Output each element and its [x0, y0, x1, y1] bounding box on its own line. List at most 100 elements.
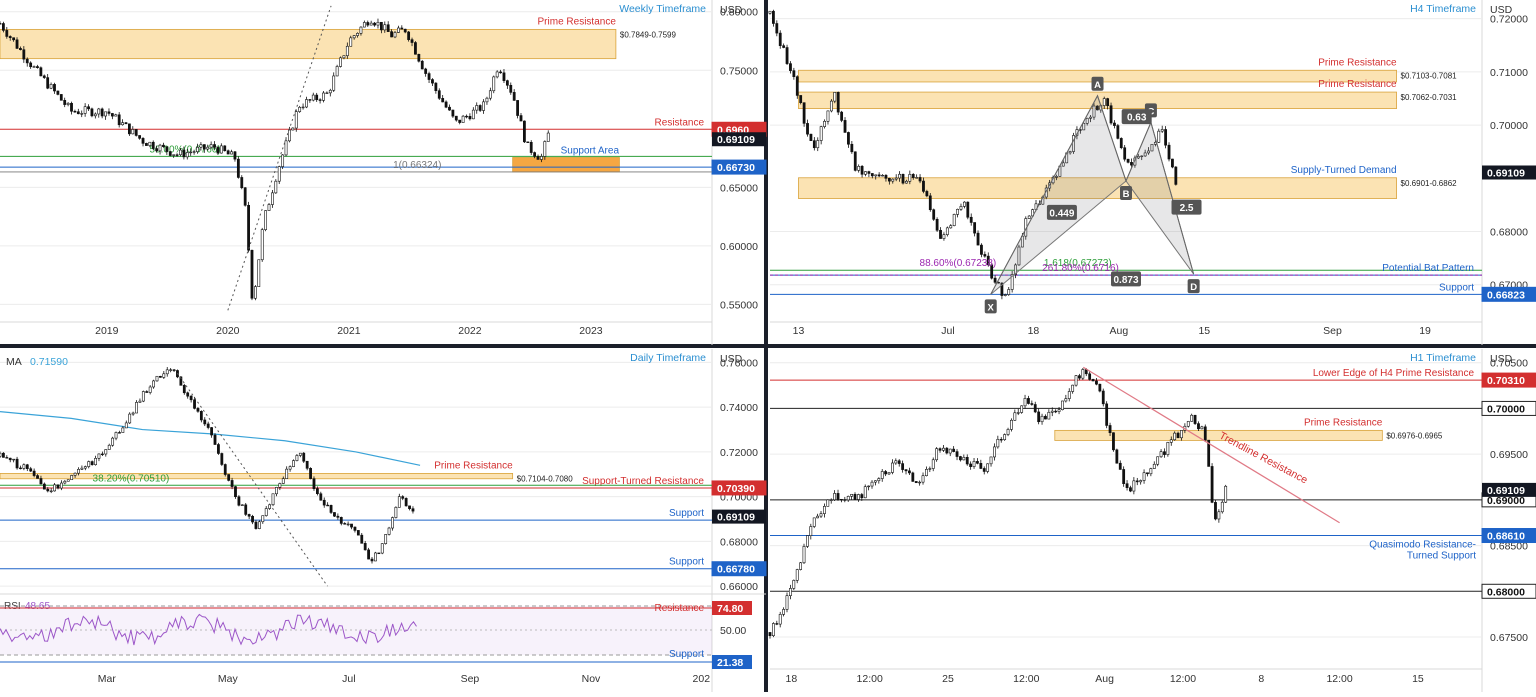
- candle-body: [134, 129, 138, 136]
- candle-body: [843, 499, 847, 501]
- candle-body: [877, 478, 881, 482]
- candle-body: [253, 286, 257, 299]
- candle-body: [257, 259, 261, 287]
- candle-body: [292, 460, 295, 467]
- candle-body: [942, 234, 946, 239]
- zone-range-label: $0.6976-0.6965: [1386, 431, 1443, 440]
- zone-label: Supply-Turned Demand: [1291, 165, 1397, 176]
- candle-body: [921, 475, 925, 483]
- candle-body: [267, 204, 271, 211]
- candle-body: [42, 483, 46, 490]
- candle-body: [962, 201, 966, 207]
- level-label: Resistance: [655, 117, 705, 128]
- candle-body: [1180, 430, 1183, 439]
- candle-body: [799, 95, 803, 103]
- currency-label: USD: [1490, 4, 1513, 16]
- rsi-level-badge-text: 74.80: [717, 603, 743, 615]
- candle-body: [1130, 162, 1133, 166]
- candle-body: [999, 438, 1003, 441]
- candle-body: [843, 120, 847, 133]
- candle-body: [833, 493, 837, 501]
- candle-body: [384, 534, 388, 544]
- candle-body: [928, 468, 932, 470]
- candle-body: [986, 463, 990, 472]
- candle-body: [874, 480, 877, 483]
- candle-body: [111, 437, 115, 446]
- candle-body: [1055, 176, 1058, 178]
- price-badge: [711, 159, 767, 175]
- candle-body: [1197, 423, 1200, 430]
- candle-body: [519, 115, 523, 122]
- candle-body: [230, 151, 233, 155]
- candle-body: [431, 79, 434, 84]
- candle-body: [1017, 246, 1021, 266]
- candle-body: [32, 470, 36, 476]
- candle-body: [274, 180, 278, 194]
- level-label: Support: [669, 557, 704, 568]
- candle-body: [850, 493, 854, 497]
- candle-body: [77, 469, 80, 474]
- y-tick-label: 0.68500: [1490, 541, 1528, 553]
- level-label: Support-Turned Resistance: [582, 476, 704, 487]
- candle-body: [1126, 158, 1130, 163]
- candle-body: [809, 526, 813, 536]
- price-badge-text: 0.68000: [1487, 586, 1525, 598]
- y-tick-label: 0.75000: [720, 65, 758, 77]
- level-label: Lower Edge of H4 Prime Resistance: [1313, 368, 1475, 379]
- panel-h1: 0.70500 0.69500 0.68500 0.67500 18 12:00 25 12:…: [768, 349, 1536, 692]
- candle-body: [1147, 150, 1150, 154]
- candle-body: [275, 487, 278, 495]
- candle-body: [434, 82, 438, 92]
- x-tick-label: 202: [693, 673, 711, 685]
- candle-body: [151, 141, 155, 149]
- price-badge-text: 0.70000: [1487, 403, 1525, 415]
- y-tick-label: 0.70500: [1490, 358, 1528, 370]
- candle-body: [223, 464, 227, 475]
- x-tick-label: Jul: [941, 325, 954, 337]
- candle-body: [387, 527, 391, 535]
- candle-body: [182, 149, 186, 158]
- candle-body: [1047, 411, 1051, 420]
- candle-body: [819, 513, 823, 517]
- candle-body: [192, 151, 196, 153]
- candle-body: [367, 549, 370, 560]
- candle-body: [536, 156, 540, 160]
- candle-body: [454, 115, 458, 121]
- candle-body: [5, 457, 9, 459]
- zone-label: Prime Resistance: [1318, 79, 1397, 90]
- candle-body: [315, 488, 319, 495]
- candle-body: [1214, 502, 1217, 520]
- candle-body: [1091, 379, 1095, 382]
- candle-body: [219, 145, 223, 154]
- candle-body: [401, 496, 405, 499]
- candle-body: [894, 177, 898, 180]
- candle-body: [931, 459, 935, 469]
- candle-body: [179, 149, 182, 156]
- price-badge: [711, 480, 767, 496]
- panel-daily: 0.760000.740000.720000.700000.680000.660…: [0, 349, 767, 692]
- candle-body: [1193, 414, 1197, 424]
- x-tick-label: 2023: [579, 325, 603, 337]
- price-badge-text: 0.68610: [1487, 531, 1525, 543]
- candle-body: [523, 120, 526, 143]
- rsi-tick-label: 50.00: [720, 625, 746, 637]
- candle-body: [339, 57, 342, 67]
- candle-body: [100, 453, 104, 456]
- candle-body: [1023, 398, 1027, 407]
- candle-body: [70, 475, 74, 481]
- candle-body: [226, 150, 230, 155]
- candle-body: [826, 110, 830, 122]
- y-tick-label: 0.68000: [1490, 227, 1528, 239]
- candle-body: [969, 216, 973, 223]
- current-price-text: 0.69109: [717, 134, 755, 146]
- currency-label: USD: [1490, 353, 1513, 365]
- current-price-text: 0.69109: [1487, 167, 1525, 179]
- candle-body: [277, 166, 281, 182]
- candle-body: [1064, 398, 1068, 402]
- candle-body: [1152, 463, 1156, 469]
- zone-label: Prime Resistance: [1318, 57, 1397, 68]
- candle-body: [76, 111, 80, 115]
- candle-body: [32, 66, 36, 68]
- zone-support: [512, 157, 620, 173]
- pattern-point-badge: [984, 299, 997, 314]
